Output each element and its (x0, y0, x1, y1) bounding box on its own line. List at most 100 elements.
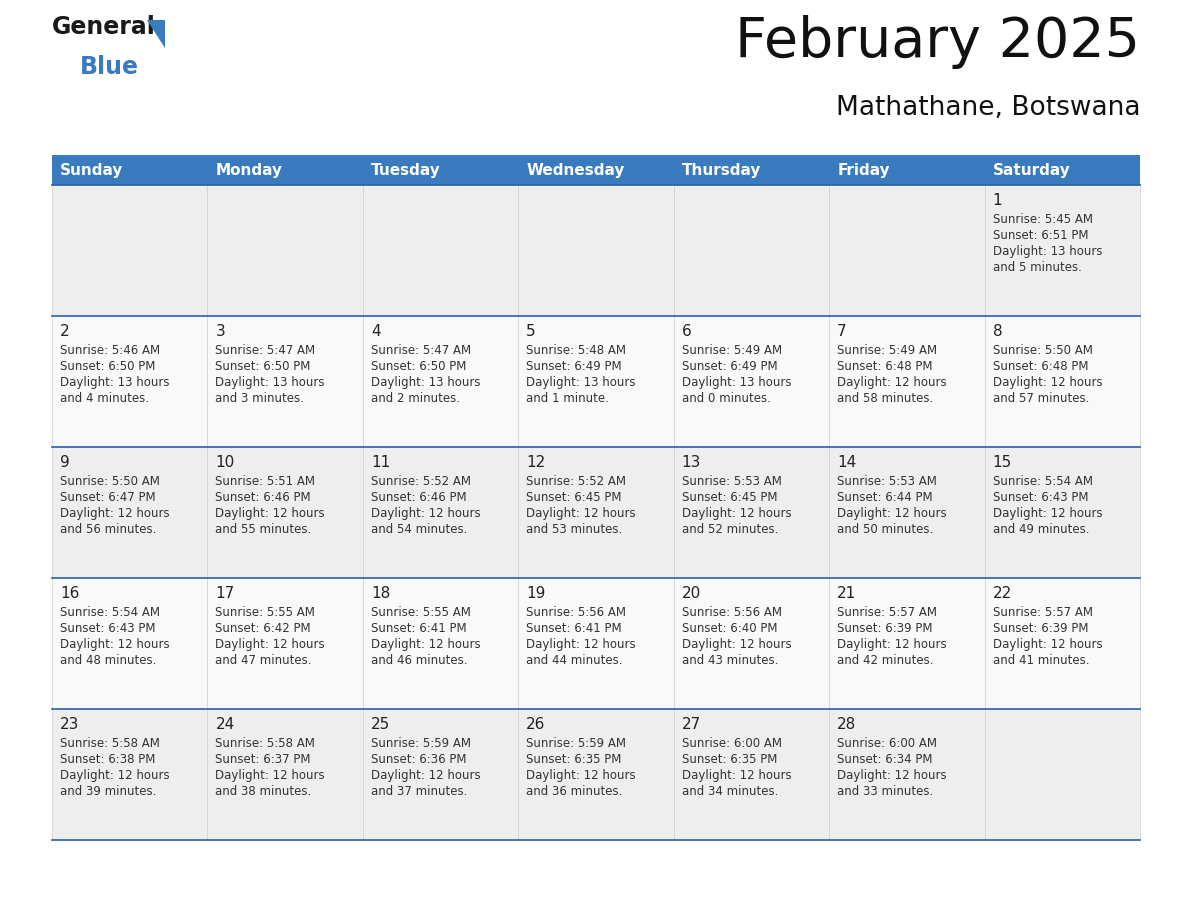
Text: Daylight: 13 hours: Daylight: 13 hours (526, 376, 636, 389)
Text: Sunset: 6:46 PM: Sunset: 6:46 PM (371, 491, 467, 504)
Text: and 46 minutes.: and 46 minutes. (371, 654, 467, 667)
Text: 17: 17 (215, 586, 235, 601)
Text: Daylight: 12 hours: Daylight: 12 hours (215, 769, 326, 782)
Text: Sunrise: 5:53 AM: Sunrise: 5:53 AM (682, 475, 782, 488)
Text: Daylight: 12 hours: Daylight: 12 hours (61, 638, 170, 651)
Text: 6: 6 (682, 324, 691, 339)
Text: Sunrise: 5:57 AM: Sunrise: 5:57 AM (838, 606, 937, 619)
Text: Daylight: 12 hours: Daylight: 12 hours (838, 507, 947, 520)
Text: Sunrise: 5:54 AM: Sunrise: 5:54 AM (992, 475, 1093, 488)
Text: Daylight: 12 hours: Daylight: 12 hours (61, 769, 170, 782)
Text: and 44 minutes.: and 44 minutes. (526, 654, 623, 667)
Text: Sunset: 6:50 PM: Sunset: 6:50 PM (371, 360, 466, 373)
Text: and 48 minutes.: and 48 minutes. (61, 654, 157, 667)
Text: Sunrise: 5:50 AM: Sunrise: 5:50 AM (61, 475, 160, 488)
Text: and 49 minutes.: and 49 minutes. (992, 523, 1089, 536)
Text: Sunrise: 5:46 AM: Sunrise: 5:46 AM (61, 344, 160, 357)
Text: 26: 26 (526, 717, 545, 732)
Text: and 38 minutes.: and 38 minutes. (215, 785, 311, 798)
Text: and 36 minutes.: and 36 minutes. (526, 785, 623, 798)
Text: Sunset: 6:43 PM: Sunset: 6:43 PM (992, 491, 1088, 504)
Text: 13: 13 (682, 455, 701, 470)
Bar (52, 185, 1140, 316)
Text: 19: 19 (526, 586, 545, 601)
Text: and 42 minutes.: and 42 minutes. (838, 654, 934, 667)
Text: Sunset: 6:43 PM: Sunset: 6:43 PM (61, 622, 156, 635)
Text: Sunrise: 5:52 AM: Sunrise: 5:52 AM (371, 475, 470, 488)
Text: 2: 2 (61, 324, 70, 339)
Text: Friday: Friday (838, 162, 890, 177)
Text: 18: 18 (371, 586, 390, 601)
Text: Sunset: 6:35 PM: Sunset: 6:35 PM (682, 753, 777, 766)
Text: and 56 minutes.: and 56 minutes. (61, 523, 157, 536)
Text: Sunrise: 5:45 AM: Sunrise: 5:45 AM (992, 213, 1093, 226)
Text: 11: 11 (371, 455, 390, 470)
Text: Sunday: Sunday (61, 162, 124, 177)
Text: Sunset: 6:47 PM: Sunset: 6:47 PM (61, 491, 156, 504)
Text: and 54 minutes.: and 54 minutes. (371, 523, 467, 536)
Text: Sunset: 6:41 PM: Sunset: 6:41 PM (371, 622, 467, 635)
Text: and 53 minutes.: and 53 minutes. (526, 523, 623, 536)
Text: Sunset: 6:37 PM: Sunset: 6:37 PM (215, 753, 311, 766)
Text: Daylight: 12 hours: Daylight: 12 hours (215, 507, 326, 520)
Text: 14: 14 (838, 455, 857, 470)
Text: Monday: Monday (215, 162, 283, 177)
Text: Sunrise: 5:49 AM: Sunrise: 5:49 AM (838, 344, 937, 357)
Text: Sunrise: 5:59 AM: Sunrise: 5:59 AM (371, 737, 470, 750)
Text: Sunrise: 5:58 AM: Sunrise: 5:58 AM (61, 737, 160, 750)
Text: 12: 12 (526, 455, 545, 470)
Text: Sunrise: 5:54 AM: Sunrise: 5:54 AM (61, 606, 160, 619)
Text: Sunrise: 5:53 AM: Sunrise: 5:53 AM (838, 475, 937, 488)
Text: Sunrise: 5:52 AM: Sunrise: 5:52 AM (526, 475, 626, 488)
Text: Daylight: 12 hours: Daylight: 12 hours (992, 376, 1102, 389)
Text: Saturday: Saturday (992, 162, 1070, 177)
Text: Tuesday: Tuesday (371, 162, 441, 177)
Text: Blue: Blue (80, 55, 139, 79)
Text: Sunrise: 5:50 AM: Sunrise: 5:50 AM (992, 344, 1093, 357)
Text: and 57 minutes.: and 57 minutes. (992, 392, 1089, 405)
Text: General: General (52, 15, 156, 39)
Text: Daylight: 12 hours: Daylight: 12 hours (371, 507, 480, 520)
Text: and 52 minutes.: and 52 minutes. (682, 523, 778, 536)
Text: Daylight: 12 hours: Daylight: 12 hours (215, 638, 326, 651)
Text: and 3 minutes.: and 3 minutes. (215, 392, 304, 405)
Text: Daylight: 12 hours: Daylight: 12 hours (371, 769, 480, 782)
Text: Sunrise: 5:56 AM: Sunrise: 5:56 AM (526, 606, 626, 619)
Text: and 5 minutes.: and 5 minutes. (992, 261, 1081, 274)
Text: and 47 minutes.: and 47 minutes. (215, 654, 312, 667)
Text: 4: 4 (371, 324, 380, 339)
Text: Daylight: 12 hours: Daylight: 12 hours (838, 769, 947, 782)
Text: Daylight: 12 hours: Daylight: 12 hours (526, 507, 636, 520)
Text: 8: 8 (992, 324, 1003, 339)
Text: Sunset: 6:48 PM: Sunset: 6:48 PM (838, 360, 933, 373)
Text: Sunrise: 5:49 AM: Sunrise: 5:49 AM (682, 344, 782, 357)
Text: Daylight: 12 hours: Daylight: 12 hours (61, 507, 170, 520)
Text: Daylight: 12 hours: Daylight: 12 hours (992, 507, 1102, 520)
Bar (52, 578, 1140, 709)
Text: Daylight: 12 hours: Daylight: 12 hours (682, 638, 791, 651)
Text: and 37 minutes.: and 37 minutes. (371, 785, 467, 798)
Text: Sunset: 6:45 PM: Sunset: 6:45 PM (526, 491, 621, 504)
Text: Daylight: 12 hours: Daylight: 12 hours (682, 507, 791, 520)
Text: Daylight: 12 hours: Daylight: 12 hours (838, 376, 947, 389)
Text: Sunset: 6:36 PM: Sunset: 6:36 PM (371, 753, 467, 766)
Text: Daylight: 12 hours: Daylight: 12 hours (526, 769, 636, 782)
Text: and 1 minute.: and 1 minute. (526, 392, 609, 405)
Text: Sunrise: 5:55 AM: Sunrise: 5:55 AM (215, 606, 315, 619)
Text: Sunset: 6:45 PM: Sunset: 6:45 PM (682, 491, 777, 504)
Text: Sunset: 6:40 PM: Sunset: 6:40 PM (682, 622, 777, 635)
Text: Sunset: 6:38 PM: Sunset: 6:38 PM (61, 753, 156, 766)
Text: Sunset: 6:48 PM: Sunset: 6:48 PM (992, 360, 1088, 373)
Bar (52, 316, 1140, 447)
Text: Sunset: 6:50 PM: Sunset: 6:50 PM (61, 360, 156, 373)
Text: Wednesday: Wednesday (526, 162, 625, 177)
Text: Daylight: 13 hours: Daylight: 13 hours (215, 376, 326, 389)
Text: and 58 minutes.: and 58 minutes. (838, 392, 934, 405)
Text: and 2 minutes.: and 2 minutes. (371, 392, 460, 405)
Bar (52, 447, 1140, 578)
Text: Daylight: 13 hours: Daylight: 13 hours (682, 376, 791, 389)
Text: Sunset: 6:44 PM: Sunset: 6:44 PM (838, 491, 933, 504)
Text: and 50 minutes.: and 50 minutes. (838, 523, 934, 536)
Text: Sunset: 6:46 PM: Sunset: 6:46 PM (215, 491, 311, 504)
Text: and 39 minutes.: and 39 minutes. (61, 785, 157, 798)
